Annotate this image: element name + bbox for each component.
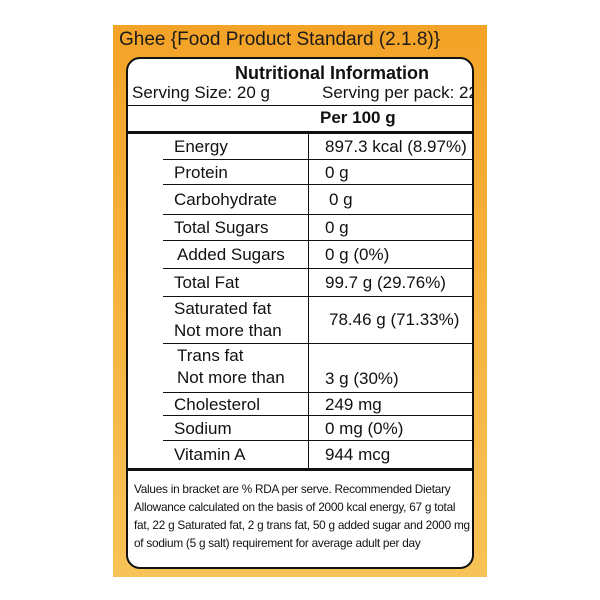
nutrition-facts-table: Nutritional Information Serving Size: 20…	[126, 57, 474, 569]
row-divider	[163, 415, 472, 416]
column-header: Per 100 g	[320, 108, 396, 127]
nutrient-name: Carbohydrate	[174, 190, 278, 209]
nutrient-name: Added Sugars	[177, 245, 285, 264]
nutrient-name: Saturated fat	[174, 299, 272, 318]
row-divider	[163, 296, 472, 297]
rda-footnote: Values in bracket are % RDA per serve. R…	[134, 482, 470, 550]
row-divider	[163, 343, 472, 344]
nutrition-title: Nutritional Information	[235, 63, 429, 83]
nutrient-value: 99.7 g (29.76%)	[325, 273, 446, 292]
nutrient-value: 897.3 kcal (8.97%)	[325, 137, 467, 156]
divider-thick	[128, 131, 472, 134]
nutrient-name: Total Sugars	[174, 218, 269, 237]
row-divider	[163, 214, 472, 215]
nutrient-value: 0 g	[325, 162, 349, 182]
nutrient-name: Vitamin A	[174, 445, 246, 464]
nutrient-value: 78.46 g (71.33%)	[329, 310, 460, 329]
product-standard-header: Ghee {Food Product Standard (2.1.8)}	[119, 29, 441, 50]
nutrient-value: 0 mg (0%)	[325, 418, 404, 438]
row-divider	[163, 240, 472, 241]
divider-thick-bottom	[128, 468, 472, 471]
nutrient-value: 0 g (0%)	[325, 245, 390, 264]
row-divider	[163, 159, 472, 160]
nutrient-value: 0 g	[325, 218, 349, 237]
row-divider	[163, 268, 472, 269]
row-divider	[163, 184, 472, 185]
nutrient-value: 249 mg	[325, 394, 382, 414]
column-divider	[308, 133, 309, 468]
nutrient-name: Energy	[174, 137, 228, 156]
divider	[128, 105, 472, 106]
nutrient-name: Total Fat	[174, 273, 240, 292]
nutrient-name: Cholesterol	[174, 394, 260, 414]
row-divider	[163, 440, 472, 441]
nutrient-value: 3 g (30%)	[325, 369, 399, 388]
serving-size: Serving Size: 20 g	[132, 83, 270, 102]
nutrient-name: Protein	[174, 162, 228, 182]
row-divider	[163, 392, 472, 393]
nutrient-name: Sodium	[174, 418, 232, 438]
servings-per-pack: Serving per pack: 22	[322, 83, 474, 102]
nutrient-value: 0 g	[329, 190, 353, 209]
nutrient-value: 944 mcg	[325, 445, 391, 464]
nutrient-name: Not more than	[174, 321, 282, 340]
nutrient-name: Trans fat	[177, 346, 244, 365]
nutrient-name: Not more than	[177, 368, 285, 387]
product-label-panel: Ghee {Food Product Standard (2.1.8)} Nut…	[113, 25, 487, 577]
